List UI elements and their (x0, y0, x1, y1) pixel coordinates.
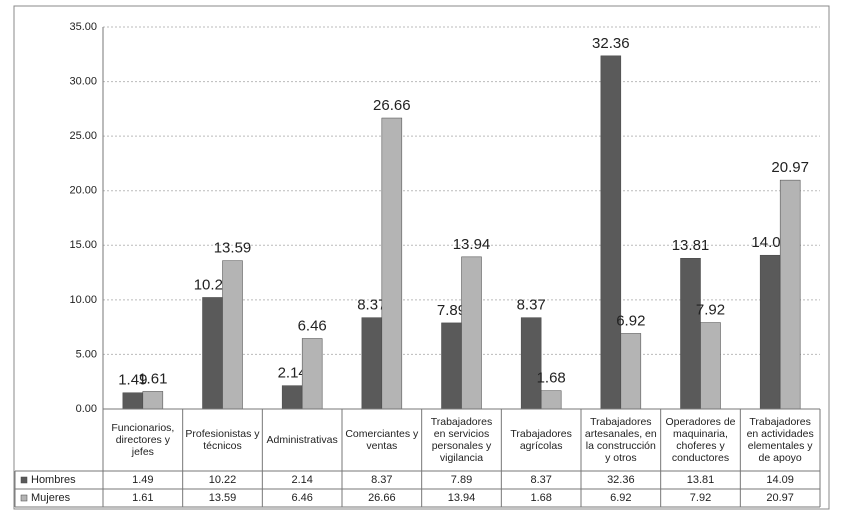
data-label: 13.94 (453, 236, 491, 253)
table-value: 13.94 (448, 492, 476, 504)
table-value: 26.66 (368, 492, 396, 504)
table-value: 20.97 (766, 492, 794, 504)
data-label: 2.14 (278, 365, 307, 382)
bar (222, 260, 243, 410)
data-label: 8.37 (357, 297, 386, 314)
legend-key (20, 494, 28, 502)
category-cell: Trabajadores agrícolas (510, 427, 572, 452)
table-value: 32.36 (607, 474, 635, 486)
x-tick-label: Funcionarios, directores y jefes (111, 421, 175, 459)
bar (759, 254, 781, 410)
y-tick-label: 30.00 (69, 75, 97, 87)
table-value: 2.14 (291, 474, 312, 486)
table-value: 10.22 (209, 474, 237, 486)
bar (520, 317, 542, 410)
data-label: 13.81 (672, 237, 710, 254)
x-tick-label: Comerciantes y ventas (345, 427, 419, 452)
table-value: 1.68 (530, 492, 551, 504)
bar (381, 117, 403, 410)
data-label: 6.92 (616, 312, 645, 329)
y-tick-label: 25.00 (69, 130, 97, 142)
data-label: 13.59 (214, 240, 252, 257)
data-label: 7.92 (696, 302, 725, 319)
x-tick-label: Profesionistas y técnicos (185, 427, 260, 452)
bar (361, 317, 383, 410)
table-value: 13.81 (687, 474, 715, 486)
table-value: 1.61 (132, 492, 153, 504)
table-value: 7.89 (451, 474, 472, 486)
y-tick-label: 15.00 (69, 239, 97, 251)
table-value: 13.59 (209, 492, 237, 504)
table-value: 1.49 (132, 474, 153, 486)
bar (540, 390, 562, 410)
category-cell: Trabajadores artesanales, en la construc… (584, 415, 657, 465)
bar (301, 338, 323, 410)
y-tick-label: 35.00 (69, 21, 97, 33)
table-value: 14.09 (766, 474, 794, 486)
bar (122, 392, 144, 410)
x-tick-label: Trabajadores agrícolas (510, 427, 572, 452)
table-value: 6.92 (610, 492, 631, 504)
x-tick-label: Administrativas (266, 433, 338, 446)
bar (620, 333, 642, 410)
bar (142, 391, 164, 410)
legend-key (20, 476, 28, 484)
category-cell: Operadores de maquinaria, choferes y con… (665, 415, 736, 465)
bar (779, 179, 801, 410)
bar (202, 297, 223, 410)
bar (700, 322, 721, 410)
bar (680, 258, 701, 410)
table-value: 7.92 (690, 492, 711, 504)
category-cell: Trabajadores en actividades elementales … (746, 415, 814, 465)
data-label: 10.22 (194, 276, 232, 293)
data-label: 1.61 (138, 370, 167, 387)
data-label: 1.68 (537, 370, 566, 387)
data-label: 7.89 (437, 302, 466, 319)
bar (461, 256, 482, 410)
y-tick-label: 5.00 (76, 348, 97, 360)
legend-label: Mujeres (31, 492, 71, 504)
legend-label: Hombres (31, 474, 76, 486)
category-cell: Trabajadores en servicios personales y v… (430, 415, 493, 465)
data-label: 8.37 (517, 297, 546, 314)
x-tick-label: Trabajadores en servicios personales y v… (430, 415, 493, 465)
data-label: 1.49 (118, 372, 147, 389)
y-tick-label: 20.00 (69, 185, 97, 197)
data-label: 14.09 (751, 234, 789, 251)
category-cell: Funcionarios, directores y jefes (111, 421, 175, 459)
data-label: 32.36 (592, 35, 630, 52)
data-label: 26.66 (373, 97, 411, 114)
bar (600, 55, 622, 410)
bar (281, 385, 303, 410)
category-cell: Administrativas (266, 433, 338, 446)
y-tick-label: 0.00 (76, 403, 97, 415)
data-label: 20.97 (771, 159, 809, 176)
x-tick-label: Trabajadores artesanales, en la construc… (584, 415, 657, 465)
x-tick-label: Trabajadores en actividades elementales … (746, 415, 814, 465)
table-value: 8.37 (371, 474, 392, 486)
category-cell: Comerciantes y ventas (345, 427, 419, 452)
category-cell: Profesionistas y técnicos (185, 427, 260, 452)
x-tick-label: Operadores de maquinaria, choferes y con… (665, 415, 736, 465)
data-label: 6.46 (298, 317, 327, 334)
bar (441, 322, 462, 410)
table-value: 8.37 (530, 474, 551, 486)
y-tick-label: 10.00 (69, 294, 97, 306)
table-value: 6.46 (291, 492, 312, 504)
